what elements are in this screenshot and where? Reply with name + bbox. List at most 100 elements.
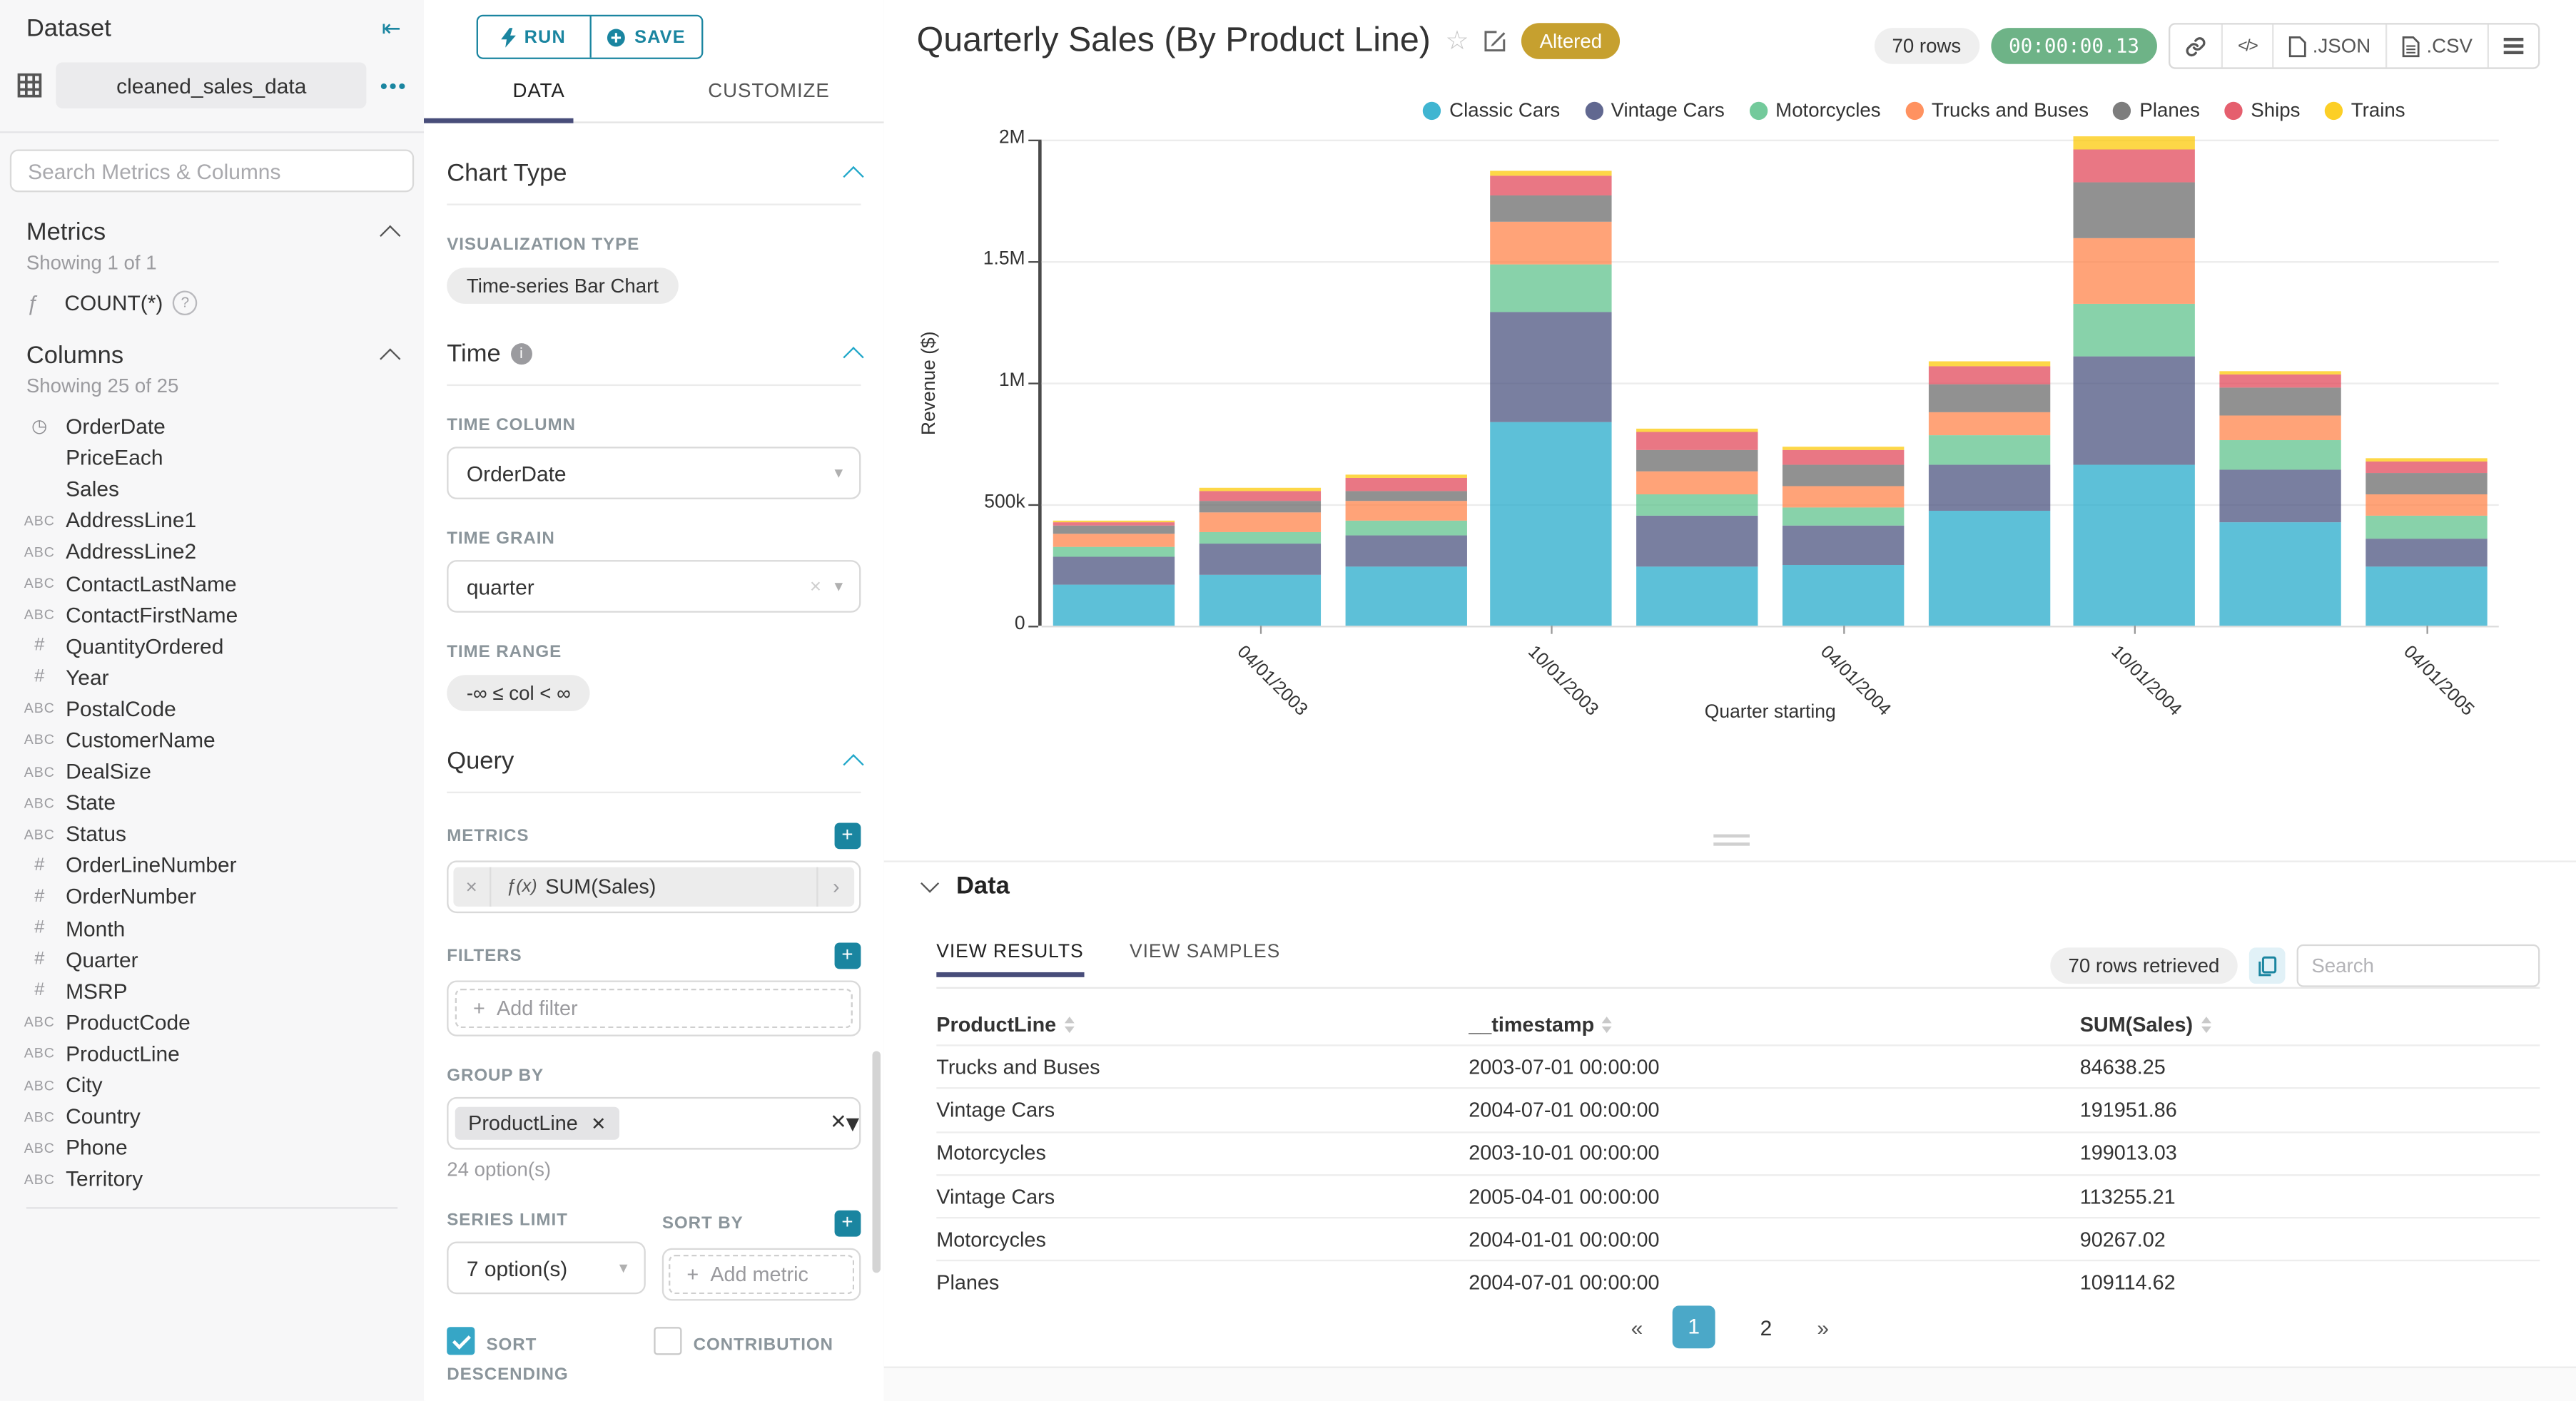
bar-segment[interactable] <box>1053 556 1175 586</box>
column-item[interactable]: # Year <box>0 661 424 693</box>
bar-segment[interactable] <box>2074 465 2196 626</box>
column-item[interactable]: ABC CustomerName <box>0 724 424 755</box>
bar-segment[interactable] <box>1636 516 1758 566</box>
stacked-bar[interactable] <box>1345 474 1467 626</box>
stacked-bar[interactable] <box>1636 428 1758 626</box>
bar-segment[interactable] <box>1491 263 1613 312</box>
bar-segment[interactable] <box>1199 488 1322 492</box>
table-column-header[interactable]: ProductLine <box>936 1014 1469 1036</box>
legend-item[interactable]: Ships <box>2224 98 2300 121</box>
column-item[interactable]: ABC Status <box>0 818 424 850</box>
pagination-page-1[interactable]: 1 <box>1672 1305 1715 1349</box>
favorite-star-icon[interactable]: ☆ <box>1445 28 1469 56</box>
run-button[interactable]: RUN <box>477 16 589 58</box>
bar-segment[interactable] <box>2074 136 2196 149</box>
table-row[interactable]: Motorcycles 2003-10-01 00:00:00 199013.03 <box>936 1131 2540 1174</box>
copy-data-button[interactable] <box>2248 947 2286 984</box>
tab-data[interactable]: DATA <box>423 79 654 123</box>
column-item[interactable]: ABC Phone <box>0 1132 424 1163</box>
legend-item[interactable]: Classic Cars <box>1423 98 1560 121</box>
results-search-input[interactable] <box>2298 954 2539 977</box>
column-item[interactable]: Sales <box>0 473 424 504</box>
bar-segment[interactable] <box>1491 176 1613 196</box>
dataset-name[interactable]: cleaned_sales_data <box>56 62 367 108</box>
bar-segment[interactable] <box>1636 566 1758 626</box>
bar-segment[interactable] <box>1927 464 2050 512</box>
bar-segment[interactable] <box>2074 182 2196 238</box>
remove-group-by-icon[interactable]: ✕ <box>591 1114 607 1134</box>
tab-customize[interactable]: CUSTOMIZE <box>708 78 830 102</box>
table-row[interactable]: Planes 2004-07-01 00:00:00 109114.62 <box>936 1260 2540 1304</box>
bar-segment[interactable] <box>2365 473 2487 495</box>
bar-segment[interactable] <box>1927 361 2050 367</box>
legend-item[interactable]: Trains <box>2324 98 2405 121</box>
bar-segment[interactable] <box>2074 238 2196 304</box>
bar-segment[interactable] <box>1782 449 1905 464</box>
series-limit-select[interactable]: 7 option(s) ▾ <box>447 1241 646 1295</box>
add-sort-metric-dropzone[interactable]: + Add metric <box>669 1254 855 1295</box>
bar-segment[interactable] <box>2219 371 2341 375</box>
column-item[interactable]: # Quarter <box>0 944 424 975</box>
bar-segment[interactable] <box>1053 520 1175 522</box>
bar-segment[interactable] <box>1199 532 1322 545</box>
stacked-bar[interactable] <box>2074 136 2196 626</box>
bar-segment[interactable] <box>2365 461 2487 474</box>
bar-segment[interactable] <box>1199 491 1322 501</box>
bar-segment[interactable] <box>1199 512 1322 533</box>
bar-segment[interactable] <box>2365 494 2487 516</box>
bar-segment[interactable] <box>1636 432 1758 451</box>
column-item[interactable]: ABC State <box>0 787 424 818</box>
chevron-up-icon[interactable] <box>843 754 864 775</box>
tab-view-samples[interactable]: VIEW SAMPLES <box>1130 942 1281 963</box>
group-by-pill[interactable]: ProductLine ✕ <box>455 1106 619 1140</box>
group-by-select[interactable]: ProductLine ✕ × ▾ <box>447 1096 861 1150</box>
remove-metric-icon[interactable]: × <box>453 867 492 907</box>
column-item[interactable]: PriceEach <box>0 442 424 474</box>
column-item[interactable]: ABC Country <box>0 1101 424 1132</box>
scrollbar-thumb[interactable] <box>872 1051 881 1273</box>
bar-segment[interactable] <box>1199 501 1322 513</box>
sort-descending-checkbox[interactable] <box>447 1327 475 1355</box>
column-item[interactable]: ABC ProductCode <box>0 1007 424 1038</box>
bar-segment[interactable] <box>1782 486 1905 508</box>
bar-segment[interactable] <box>1782 464 1905 486</box>
bar-segment[interactable] <box>2219 387 2341 416</box>
bar-segment[interactable] <box>1636 494 1758 516</box>
column-item[interactable]: # OrderLineNumber <box>0 850 424 881</box>
column-item[interactable]: ABC AddressLine1 <box>0 504 424 536</box>
chevron-up-icon[interactable] <box>380 348 401 370</box>
bar-segment[interactable] <box>1491 170 1613 177</box>
time-grain-select[interactable]: quarter × ▾ <box>447 560 861 613</box>
bar-segment[interactable] <box>2219 470 2341 523</box>
column-item[interactable]: ABC AddressLine2 <box>0 536 424 567</box>
table-row[interactable]: Motorcycles 2004-01-01 00:00:00 90267.02 <box>936 1217 2540 1260</box>
bar-segment[interactable] <box>2219 439 2341 471</box>
collapse-data-icon[interactable] <box>921 873 940 892</box>
add-filter-button[interactable]: + <box>834 942 861 969</box>
bar-segment[interactable] <box>1199 544 1322 575</box>
stacked-bar[interactable] <box>1782 447 1905 626</box>
column-item[interactable]: # MSRP <box>0 975 424 1007</box>
metric-pill[interactable]: × ƒ(x) SUM(Sales) › <box>453 867 855 907</box>
export-csv-button[interactable]: .CSV <box>2385 24 2488 68</box>
clear-icon[interactable]: × <box>831 1109 846 1137</box>
chevron-up-icon[interactable] <box>843 165 864 188</box>
stacked-bar[interactable] <box>1199 488 1322 626</box>
question-circle-icon[interactable]: ? <box>173 290 198 316</box>
pagination-prev[interactable]: « <box>1631 1314 1643 1340</box>
bar-segment[interactable] <box>2365 458 2487 462</box>
column-item[interactable]: # QuantityOrdered <box>0 630 424 661</box>
altered-badge[interactable]: Altered <box>1521 23 1621 59</box>
bar-segment[interactable] <box>2074 303 2196 357</box>
bar-segment[interactable] <box>2219 522 2341 626</box>
bar-segment[interactable] <box>1345 474 1467 478</box>
edit-title-icon[interactable] <box>1484 29 1506 52</box>
column-item[interactable]: ◷ OrderDate <box>0 411 424 442</box>
add-metric-button[interactable]: + <box>834 822 861 850</box>
share-link-button[interactable] <box>2171 25 2221 68</box>
stacked-bar[interactable] <box>2219 371 2341 626</box>
bar-segment[interactable] <box>1345 500 1467 521</box>
more-options-button[interactable] <box>2487 24 2538 68</box>
save-button[interactable]: SAVE <box>589 16 702 58</box>
time-column-select[interactable]: OrderDate ▾ <box>447 447 861 499</box>
